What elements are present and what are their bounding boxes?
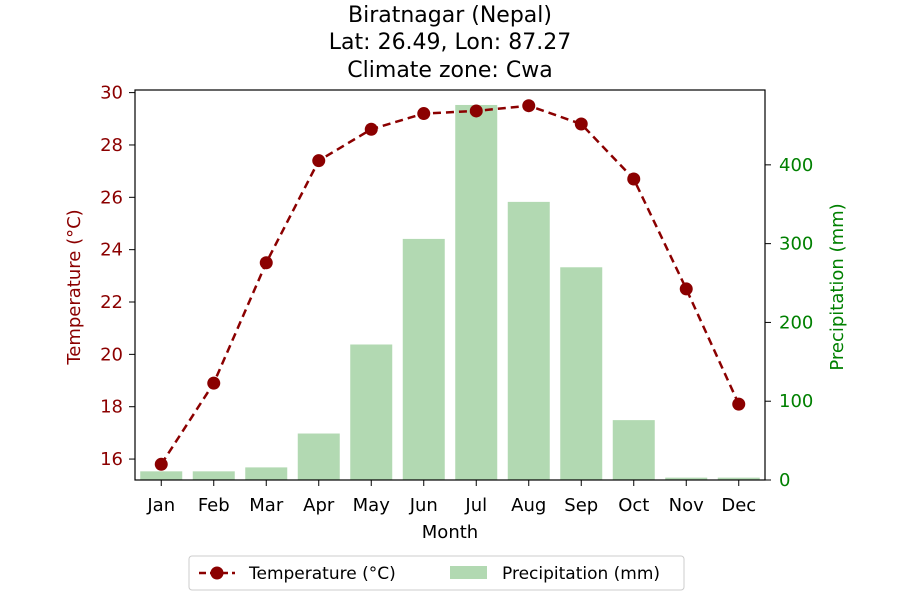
temperature-point-apr bbox=[312, 154, 326, 168]
legend-precipitation-label: Precipitation (mm) bbox=[502, 564, 660, 584]
temperature-tick-label: 18 bbox=[100, 397, 123, 418]
month-tick-label: Sep bbox=[564, 495, 598, 516]
precipitation-bar-apr bbox=[297, 433, 340, 480]
temperature-point-jun bbox=[417, 107, 431, 121]
temperature-axis: 16 18 20 22 24 26 28 30 bbox=[100, 83, 135, 470]
month-tick-label: Dec bbox=[721, 495, 756, 516]
precipitation-tick-label: 300 bbox=[779, 234, 813, 255]
temperature-tick-label: 22 bbox=[100, 292, 123, 313]
precipitation-bar-jun bbox=[402, 238, 445, 480]
precipitation-tick-label: 100 bbox=[779, 391, 813, 412]
temperature-point-may bbox=[364, 122, 378, 136]
month-tick-label: Oct bbox=[618, 495, 649, 516]
temperature-tick-label: 28 bbox=[100, 135, 123, 156]
legend-box bbox=[188, 555, 685, 591]
month-tick-label: Apr bbox=[303, 495, 335, 516]
temperature-point-oct bbox=[627, 172, 641, 186]
temperature-point-jan bbox=[154, 457, 168, 471]
precipitation-axis: 0 100 200 300 400 bbox=[765, 155, 813, 491]
temperature-point-feb bbox=[207, 376, 221, 390]
temperature-axis-label: Temperature (°C) bbox=[64, 209, 85, 365]
precipitation-bar-jan bbox=[140, 471, 183, 480]
temperature-point-aug bbox=[522, 99, 536, 113]
temperature-point-dec bbox=[732, 397, 746, 411]
month-axis-label: Month bbox=[422, 522, 478, 543]
precipitation-bar-aug bbox=[507, 201, 550, 480]
precipitation-tick-label: 400 bbox=[779, 155, 813, 176]
temperature-point-sep bbox=[574, 117, 588, 131]
temperature-tick-label: 26 bbox=[100, 187, 123, 208]
precipitation-bar-sep bbox=[560, 267, 603, 480]
temperature-tick-label: 24 bbox=[100, 240, 123, 261]
plot-frame bbox=[134, 89, 766, 481]
precipitation-bar-mar bbox=[245, 467, 288, 480]
legend-temperature-label: Temperature (°C) bbox=[248, 564, 396, 584]
month-tick-label: Mar bbox=[249, 495, 284, 516]
title-line-1: Biratnagar (Nepal) bbox=[348, 3, 552, 28]
precipitation-bar-dec bbox=[717, 477, 760, 480]
precipitation-axis-label: Precipitation (mm) bbox=[827, 203, 848, 370]
month-tick-label: Jan bbox=[146, 495, 175, 516]
temperature-point-nov bbox=[679, 282, 693, 296]
month-tick-label: Aug bbox=[511, 495, 546, 516]
month-axis: Jan Feb Mar Apr May Jun Jul Aug Sep Oct Nov Dec bbox=[146, 480, 756, 516]
precipitation-bar-feb bbox=[192, 471, 235, 480]
temperature-point-jul bbox=[469, 104, 483, 118]
month-tick-label: May bbox=[353, 495, 391, 516]
precipitation-tick-label: 0 bbox=[779, 470, 790, 491]
legend: Temperature (°C) Precipitation (mm) bbox=[188, 555, 685, 591]
temperature-series-line bbox=[160, 104, 740, 465]
legend-temperature-marker bbox=[210, 566, 224, 580]
temperature-line bbox=[154, 99, 746, 471]
month-tick-label: Jun bbox=[409, 495, 438, 516]
precipitation-bars bbox=[140, 104, 760, 480]
legend-precipitation-swatch bbox=[450, 566, 487, 579]
precipitation-tick-label: 200 bbox=[779, 312, 813, 333]
precipitation-bar-jul bbox=[455, 104, 498, 480]
month-tick-label: Nov bbox=[669, 495, 704, 516]
temperature-point-mar bbox=[259, 256, 273, 270]
chart-title: Biratnagar (Nepal) Lat: 26.49, Lon: 87.2… bbox=[329, 3, 571, 83]
title-line-3: Climate zone: Cwa bbox=[347, 58, 552, 83]
temperature-tick-label: 16 bbox=[100, 449, 123, 470]
precipitation-bar-may bbox=[350, 344, 393, 480]
month-tick-label: Jul bbox=[464, 495, 487, 516]
temperature-tick-label: 30 bbox=[100, 83, 123, 104]
precipitation-bar-nov bbox=[665, 477, 708, 480]
title-line-2: Lat: 26.49, Lon: 87.27 bbox=[329, 30, 571, 55]
precipitation-bar-oct bbox=[612, 420, 655, 480]
month-tick-label: Feb bbox=[198, 495, 230, 516]
plot-area-border bbox=[134, 89, 766, 481]
temperature-tick-label: 20 bbox=[100, 344, 123, 365]
